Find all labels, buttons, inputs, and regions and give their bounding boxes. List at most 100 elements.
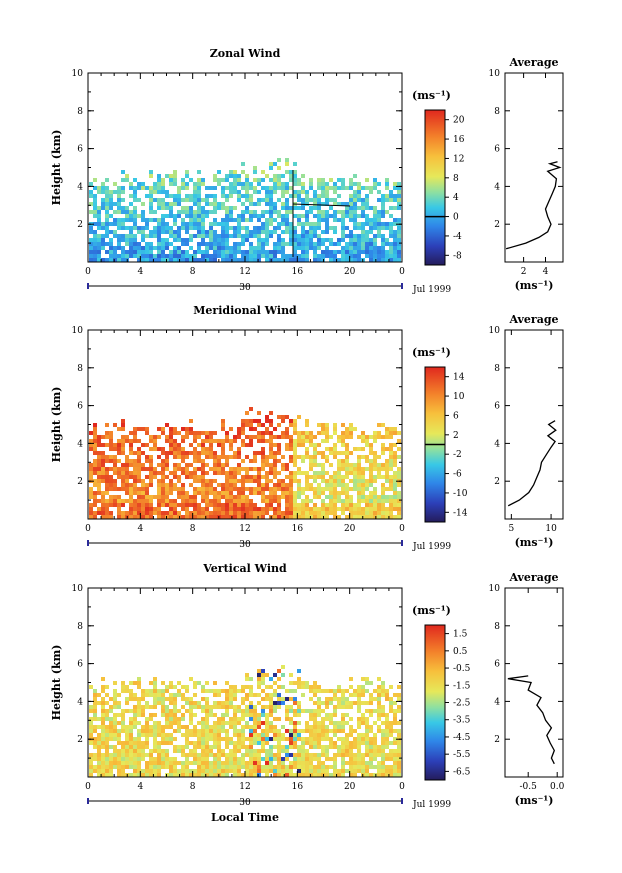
- heatmap-cell: [185, 182, 189, 186]
- heatmap-cell: [97, 234, 101, 238]
- heatmap-cell: [345, 258, 349, 262]
- heatmap-cell: [121, 761, 125, 765]
- heatmap-cell: [181, 717, 185, 721]
- heatmap-cell: [149, 190, 153, 194]
- heatmap-cell: [201, 515, 205, 519]
- heatmap-cells: [89, 665, 401, 777]
- heatmap-cell: [333, 741, 337, 745]
- heatmap-cell: [389, 190, 393, 194]
- heatmap-cell: [165, 254, 169, 258]
- heatmap-cell: [201, 250, 205, 254]
- heatmap-cell: [317, 507, 321, 511]
- heatmap-cell: [277, 761, 281, 765]
- heatmap-cell: [177, 190, 181, 194]
- heatmap-cell: [169, 210, 173, 214]
- heatmap-cell: [349, 194, 353, 198]
- heatmap-cell: [161, 254, 165, 258]
- heatmap-cell: [373, 507, 377, 511]
- heatmap-cell: [333, 471, 337, 475]
- heatmap-cell: [333, 725, 337, 729]
- heatmap-cell: [373, 226, 377, 230]
- heatmap-cell: [129, 226, 133, 230]
- heatmap-cell: [325, 435, 329, 439]
- heatmap-cell: [241, 515, 245, 519]
- heatmap-cell: [269, 757, 273, 761]
- heatmap-cell: [181, 749, 185, 753]
- heatmap-cell: [173, 701, 177, 705]
- heatmap-cell: [305, 242, 309, 246]
- heatmap-cell: [329, 479, 333, 483]
- heatmap-cell: [381, 242, 385, 246]
- heatmap-cell: [285, 511, 289, 515]
- heatmap-cell: [365, 765, 369, 769]
- heatmap-cell: [309, 511, 313, 515]
- heatmap-cell: [317, 769, 321, 773]
- heatmap-cell: [125, 487, 129, 491]
- heatmap-cell: [105, 186, 109, 190]
- heatmap-cell: [153, 447, 157, 451]
- colorbar-tick-label: 0: [453, 213, 459, 223]
- heatmap-cell: [281, 214, 285, 218]
- heatmap-cell: [353, 182, 357, 186]
- heatmap-cell: [169, 487, 173, 491]
- heatmap-cell: [393, 471, 397, 475]
- heatmap-cell: [277, 182, 281, 186]
- heatmap-cell: [317, 234, 321, 238]
- heatmap-cell: [257, 753, 261, 757]
- heatmap-cell: [113, 463, 117, 467]
- heatmap-cell: [193, 202, 197, 206]
- heatmap-cell: [213, 773, 217, 777]
- heatmap-cell: [393, 737, 397, 741]
- heatmap-cell: [205, 717, 209, 721]
- heatmap-cell: [361, 753, 365, 757]
- heatmap-cell: [161, 246, 165, 250]
- heatmap-cell: [373, 242, 377, 246]
- heatmap-cell: [305, 511, 309, 515]
- heatmap-cell: [325, 495, 329, 499]
- heatmap-cell: [253, 258, 257, 262]
- heatmap-cell: [221, 765, 225, 769]
- heatmap-cell: [369, 697, 373, 701]
- heatmap-cell: [289, 487, 293, 491]
- heatmap-cell: [337, 753, 341, 757]
- heatmap-cell: [309, 178, 313, 182]
- heatmap-cell: [265, 721, 269, 725]
- heatmap-cell: [377, 765, 381, 769]
- heatmap-cell: [205, 737, 209, 741]
- heatmap-cell: [221, 451, 225, 455]
- heatmap-cell: [185, 741, 189, 745]
- heatmap-cell: [97, 487, 101, 491]
- heatmap-cell: [369, 729, 373, 733]
- heatmap-cell: [89, 443, 93, 447]
- x-tick-label: 8: [190, 782, 196, 792]
- heatmap-cell: [261, 198, 265, 202]
- heatmap-cell: [173, 717, 177, 721]
- x-tick-label: 12: [239, 782, 250, 792]
- heatmap-cell: [153, 511, 157, 515]
- heatmap-cell: [89, 741, 93, 745]
- heatmap-cell: [181, 435, 185, 439]
- heatmap-cell: [193, 733, 197, 737]
- heatmap-cell: [293, 479, 297, 483]
- heatmap-cell: [301, 254, 305, 258]
- heatmap-cell: [337, 705, 341, 709]
- heatmap-cell: [269, 761, 273, 765]
- heatmap-cell: [245, 745, 249, 749]
- heatmap-cell: [165, 463, 169, 467]
- heatmap-cell: [137, 226, 141, 230]
- heatmap-cell: [237, 198, 241, 202]
- heatmap-cell: [357, 182, 361, 186]
- heatmap-cell: [305, 741, 309, 745]
- heatmap-cell: [305, 515, 309, 519]
- heatmap-cell: [393, 463, 397, 467]
- heatmap-cell: [245, 773, 249, 777]
- heatmap-cell: [229, 210, 233, 214]
- heatmap-cell: [309, 483, 313, 487]
- heatmap-cell: [137, 511, 141, 515]
- heatmap-cell: [229, 254, 233, 258]
- heatmap-cell: [133, 503, 137, 507]
- heatmap-cell: [157, 435, 161, 439]
- heatmap-cell: [249, 761, 253, 765]
